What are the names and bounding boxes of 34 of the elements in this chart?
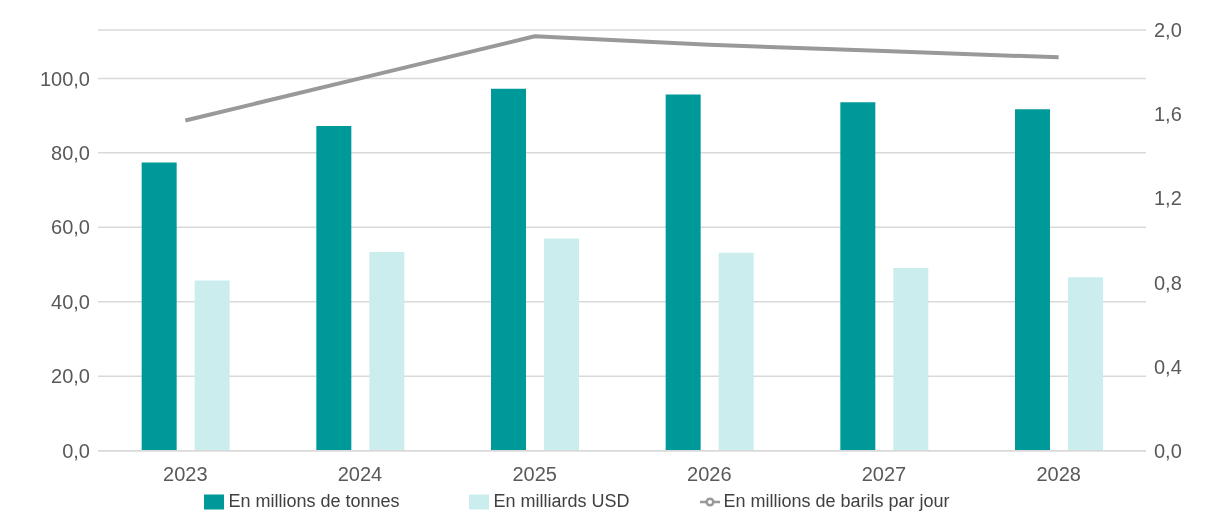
y2-tick-label: 0,8 (1154, 271, 1182, 294)
y2-tick-label: 2,0 (1154, 19, 1182, 42)
bar (840, 102, 876, 451)
x-tick-label: 2025 (512, 462, 557, 485)
bar (544, 238, 579, 451)
x-tick-label: 2027 (861, 462, 907, 485)
legend-label: En millions de tonnes (228, 490, 400, 511)
x-tick-label: 2026 (687, 462, 732, 485)
bar (718, 252, 754, 451)
bar (1015, 109, 1050, 451)
bar (316, 126, 352, 451)
y-tick-label: 40,0 (51, 290, 90, 313)
y2-tick-label: 0,0 (1154, 439, 1182, 462)
line-series (183, 34, 1061, 123)
y2-tick-label: 0,4 (1154, 355, 1182, 378)
y2-tick-label: 1,2 (1154, 187, 1182, 210)
bar (1068, 277, 1103, 451)
bar (491, 88, 526, 451)
y-tick-label: 80,0 (51, 141, 90, 164)
bar (369, 251, 405, 451)
x-tick-label: 2028 (1036, 462, 1081, 485)
y-tick-label: 0,0 (62, 439, 90, 462)
bar (665, 94, 701, 451)
legend-label: En millions de barils par jour (723, 490, 950, 511)
bar (893, 267, 929, 451)
legend-label: En milliards USD (493, 490, 630, 511)
x-tick-label: 2024 (337, 462, 383, 485)
y-tick-label: 100,0 (39, 67, 90, 90)
y-tick-label: 60,0 (51, 216, 90, 239)
bar (194, 280, 230, 451)
x-tick-label: 2023 (163, 462, 208, 485)
y2-tick-label: 1,6 (1154, 103, 1182, 126)
bar (141, 162, 177, 451)
y-tick-label: 20,0 (51, 365, 90, 388)
